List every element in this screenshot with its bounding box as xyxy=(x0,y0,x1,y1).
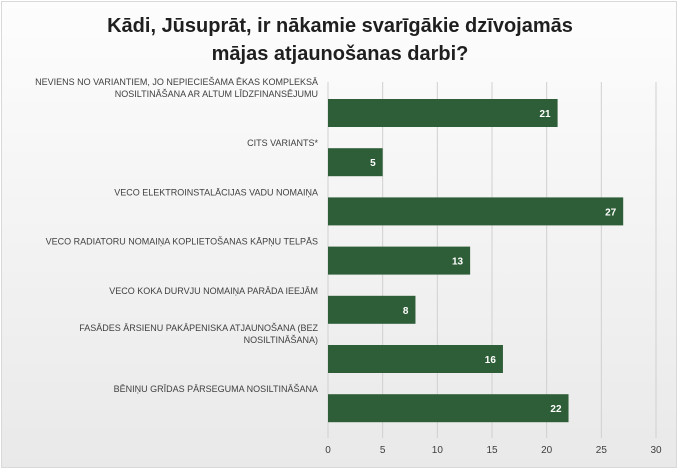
bar-value-label: 21 xyxy=(539,109,551,120)
bar-value-label: 5 xyxy=(370,158,376,169)
x-tick-label: 10 xyxy=(432,445,444,456)
x-tick-label: 25 xyxy=(596,445,608,456)
category-label: BĒNIŅU GRĪDAS PĀRSEGUMA NOSILTINĀŠANA xyxy=(114,384,318,394)
bar xyxy=(328,99,558,127)
bar-value-label: 27 xyxy=(605,207,617,218)
category-label: CITS VARIANTS* xyxy=(247,138,318,148)
x-tick-label: 15 xyxy=(486,445,498,456)
category-label: VECO KOKA DURVJU NOMAIŅA PARĀDA IEEJĀM xyxy=(109,286,318,296)
category-label: NOSILTINĀŠANA AR ALTUM LĪDZFINANSĒJUMU xyxy=(115,89,318,99)
bar xyxy=(328,394,569,423)
category-label: FASĀDES ĀRSIENU PAKĀPENISKA ATJAUNOŠANA … xyxy=(79,323,318,333)
bar xyxy=(328,345,503,373)
bar xyxy=(328,148,383,177)
chart-title-line-2: mājas atjaunošanas darbi? xyxy=(211,43,469,65)
category-label: VECO ELEKTROINSTALĀCIJAS VADU NOMAIŅA xyxy=(114,187,318,197)
x-tick-label: 20 xyxy=(541,445,553,456)
bar xyxy=(328,246,471,275)
chart-title: Kādi, Jūsuprāt, ir nākamie svarīgākie dz… xyxy=(0,12,680,68)
x-tick-label: 5 xyxy=(380,445,386,456)
bar xyxy=(328,197,624,226)
bar xyxy=(328,295,416,324)
x-tick-label: 0 xyxy=(325,445,331,456)
chart-title-line-1: Kādi, Jūsuprāt, ir nākamie svarīgākie dz… xyxy=(107,15,573,37)
category-label: NOSILTINĀŠANA) xyxy=(244,335,318,345)
bar-value-label: 13 xyxy=(452,257,464,268)
category-label: NEVIENS NO VARIANTIEM, JO NEPIECIEŠAMA Ē… xyxy=(35,77,318,87)
x-tick-label: 30 xyxy=(650,445,662,456)
bar-value-label: 22 xyxy=(550,404,562,415)
category-label: VECO RADIATORU NOMAIŅA KOPLIETOŠANAS KĀP… xyxy=(46,237,318,247)
bar-value-label: 8 xyxy=(403,306,409,317)
bar-value-label: 16 xyxy=(485,355,497,366)
